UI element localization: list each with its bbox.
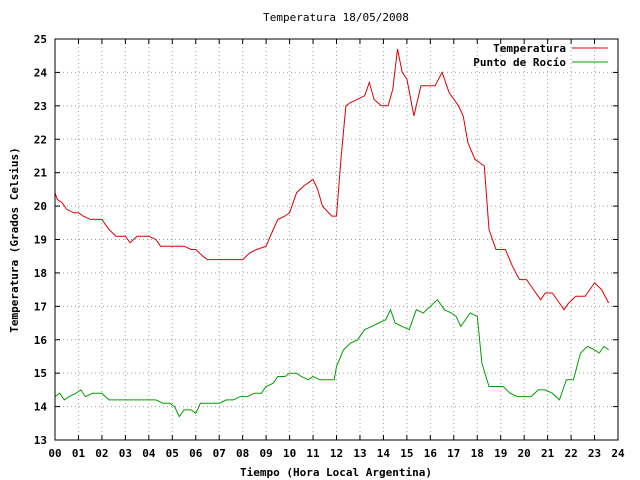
x-tick-label: 01 [72,447,86,460]
x-tick-label: 13 [353,447,366,460]
y-tick-label: 21 [34,167,48,180]
x-axis-label: Tiempo (Hora Local Argentina) [240,466,432,479]
legend-label-temperatura: Temperatura [493,42,566,55]
series-line-temperatura [54,48,610,311]
x-tick-label: 15 [400,447,413,460]
x-tick-label: 16 [424,447,438,460]
y-tick-label: 18 [34,267,47,280]
x-tick-label: 24 [611,447,625,460]
x-tick-label: 03 [119,447,132,460]
x-tick-label: 02 [95,447,108,460]
y-tick-label: 22 [34,133,47,146]
axis-ticks: 00 01 02 03 04 05 06 07 08 09 10 11 12 13 14 15 16 17 18 19… [34,33,625,460]
y-tick-label: 19 [34,234,47,247]
x-tick-label: 12 [330,447,343,460]
x-tick-label: 17 [447,447,460,460]
y-tick-label: 17 [34,300,47,313]
y-tick-label: 25 [34,33,47,46]
series-lines [54,48,610,418]
chart-title: Temperatura 18/05/2008 [263,11,409,24]
y-tick-label: 16 [34,334,48,347]
y-tick-label: 23 [34,100,47,113]
grid [55,39,618,440]
x-tick-label: 21 [541,447,555,460]
x-tick-label: 05 [166,447,179,460]
x-tick-label: 09 [260,447,273,460]
x-tick-label: 04 [142,447,156,460]
x-tick-label: 22 [564,447,577,460]
x-tick-label: 19 [494,447,507,460]
y-tick-label: 14 [34,401,48,414]
x-tick-label: 07 [213,447,226,460]
x-tick-label: 08 [236,447,249,460]
series-line-punto-de-rocio [54,298,609,418]
x-tick-label: 06 [189,447,203,460]
y-tick-label: 24 [34,66,48,79]
x-tick-label: 23 [588,447,601,460]
x-tick-label: 18 [471,447,484,460]
y-tick-label: 13 [34,434,47,447]
legend-label-punto-de-rocio: Punto de Rocío [473,56,566,69]
x-tick-label: 20 [518,447,531,460]
x-tick-label: 14 [377,447,391,460]
x-tick-label: 11 [306,447,320,460]
y-tick-label: 20 [34,200,47,213]
x-tick-label: 10 [283,447,296,460]
y-axis-label: Temperatura (Grados Celsius) [8,147,21,332]
x-tick-label: 00 [48,447,61,460]
y-tick-label: 15 [34,367,47,380]
